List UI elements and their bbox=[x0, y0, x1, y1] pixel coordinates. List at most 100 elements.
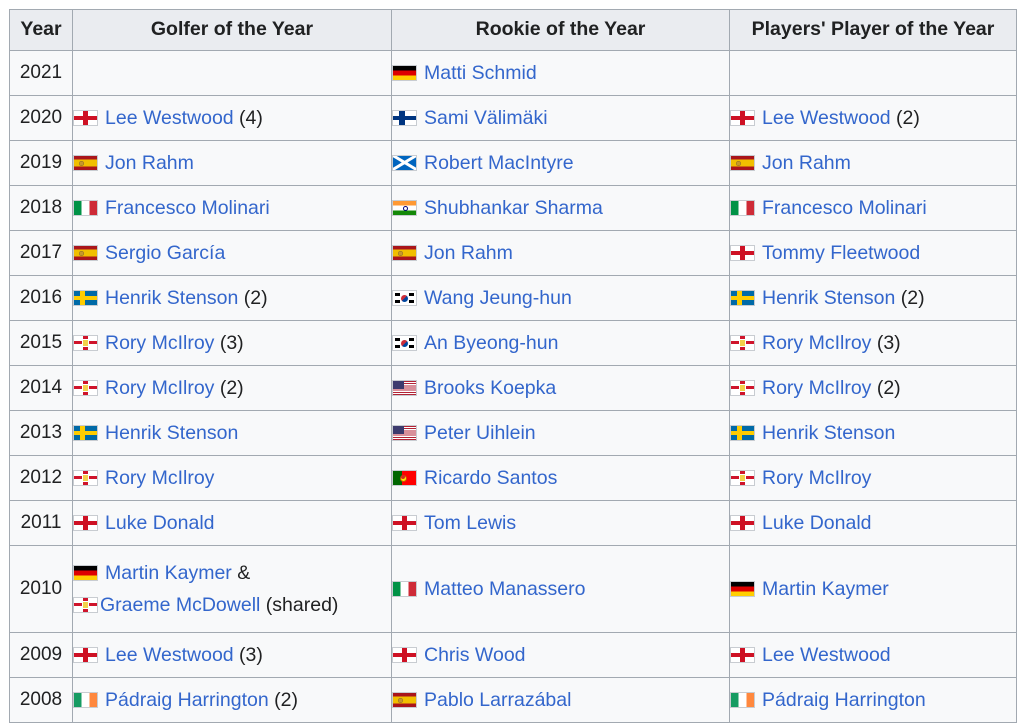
award-entry: Matteo Manassero bbox=[392, 574, 729, 604]
award-entry-text: Lee Westwood bbox=[762, 640, 891, 670]
award-entry: Rory McIlroy (2) bbox=[73, 373, 391, 403]
golfer-of-the-year-cell bbox=[72, 50, 392, 96]
player-link[interactable]: Lee Westwood bbox=[762, 106, 891, 129]
player-link[interactable]: Rory McIlroy bbox=[105, 466, 215, 489]
flag-eng-icon bbox=[730, 515, 755, 531]
award-entry: Rory McIlroy (2) bbox=[730, 373, 1016, 403]
player-link[interactable]: Ricardo Santos bbox=[424, 466, 558, 489]
header-row: Year Golfer of the Year Rookie of the Ye… bbox=[9, 9, 1017, 51]
award-entry: Shubhankar Sharma bbox=[392, 193, 729, 223]
year-cell: 2012 bbox=[9, 455, 73, 501]
award-entry: Henrik Stenson bbox=[730, 418, 1016, 448]
award-count-suffix: (2) bbox=[895, 286, 925, 309]
player-link[interactable]: Rory McIlroy bbox=[762, 466, 872, 489]
award-entry-text: An Byeong-hun bbox=[424, 328, 558, 358]
player-link[interactable]: Martin Kaymer bbox=[762, 577, 889, 600]
flag-sct-icon bbox=[392, 155, 417, 171]
golfer-of-the-year-cell: Pádraig Harrington (2) bbox=[72, 677, 392, 723]
award-entry-text: Pádraig Harrington bbox=[762, 685, 926, 715]
award-count-suffix: (4) bbox=[233, 106, 263, 129]
table-row: 2011 Luke Donald Tom Lewis Luke Donald bbox=[9, 500, 1017, 546]
year-cell: 2016 bbox=[9, 275, 73, 321]
award-count-suffix: (3) bbox=[871, 331, 901, 354]
player-link[interactable]: Tommy Fleetwood bbox=[762, 241, 921, 264]
award-entry-text: Graeme McDowell (shared) bbox=[100, 590, 338, 620]
flag-us-icon bbox=[392, 380, 417, 396]
column-header-golfer-of-the-year: Golfer of the Year bbox=[72, 9, 392, 51]
award-entry: Wang Jeung-hun bbox=[392, 283, 729, 313]
golfer-of-the-year-cell: Sergio García bbox=[72, 230, 392, 276]
table-row: 2017 Sergio García Jon Rahm Tommy Fleetwood bbox=[9, 230, 1017, 276]
flag-de-icon bbox=[392, 65, 417, 81]
player-link[interactable]: Luke Donald bbox=[762, 511, 872, 534]
table-header: Year Golfer of the Year Rookie of the Ye… bbox=[9, 9, 1017, 51]
flag-it-icon bbox=[392, 581, 417, 597]
player-link[interactable]: Wang Jeung-hun bbox=[424, 286, 572, 309]
players-player-of-the-year-cell: Tommy Fleetwood bbox=[729, 230, 1017, 276]
player-link[interactable]: Matti Schmid bbox=[424, 61, 537, 84]
player-link[interactable]: Lee Westwood bbox=[105, 643, 234, 666]
player-link[interactable]: An Byeong-hun bbox=[424, 331, 559, 354]
rookie-of-the-year-cell: Wang Jeung-hun bbox=[391, 275, 730, 321]
award-entry-text: Peter Uihlein bbox=[424, 418, 536, 448]
year-cell: 2019 bbox=[9, 140, 73, 186]
player-link[interactable]: Robert MacIntyre bbox=[424, 151, 574, 174]
award-count-suffix: (2) bbox=[238, 286, 268, 309]
award-entry-text: Pablo Larrazábal bbox=[424, 685, 571, 715]
player-link[interactable]: Sergio García bbox=[105, 241, 226, 264]
flag-eng-icon bbox=[392, 647, 417, 663]
player-link[interactable]: Tom Lewis bbox=[424, 511, 517, 534]
player-link[interactable]: Martin Kaymer bbox=[105, 562, 232, 585]
player-link[interactable]: Henrik Stenson bbox=[105, 286, 239, 309]
award-entry-text: Rory McIlroy (2) bbox=[105, 373, 244, 403]
player-link[interactable]: Francesco Molinari bbox=[762, 196, 927, 219]
player-link[interactable]: Rory McIlroy bbox=[762, 331, 872, 354]
flag-es-icon bbox=[73, 155, 98, 171]
player-link[interactable]: Brooks Koepka bbox=[424, 376, 557, 399]
player-link[interactable]: Luke Donald bbox=[105, 511, 215, 534]
player-link[interactable]: Chris Wood bbox=[424, 643, 526, 666]
player-link[interactable]: Peter Uihlein bbox=[424, 421, 536, 444]
player-link[interactable]: Pablo Larrazábal bbox=[424, 688, 572, 711]
player-link[interactable]: Shubhankar Sharma bbox=[424, 196, 603, 219]
player-link[interactable]: Pádraig Harrington bbox=[105, 688, 269, 711]
award-entry-text: Wang Jeung-hun bbox=[424, 283, 572, 313]
award-entry-text: Tommy Fleetwood bbox=[762, 238, 920, 268]
player-link[interactable]: Jon Rahm bbox=[424, 241, 513, 264]
players-player-of-the-year-cell: Rory McIlroy (2) bbox=[729, 365, 1017, 411]
table-row: 2009 Lee Westwood (3) Chris Wood Lee Westwo… bbox=[9, 632, 1017, 678]
year-cell: 2020 bbox=[9, 95, 73, 141]
player-link[interactable]: Henrik Stenson bbox=[105, 421, 239, 444]
award-entry-text: Matti Schmid bbox=[424, 58, 537, 88]
player-link[interactable]: Henrik Stenson bbox=[762, 421, 896, 444]
table-row: 2021 Matti Schmid bbox=[9, 50, 1017, 96]
table-row: 2020 Lee Westwood (4) Sami Välimäki Lee Wes… bbox=[9, 95, 1017, 141]
column-header-rookie-of-the-year: Rookie of the Year bbox=[391, 9, 730, 51]
award-entry-text: Rory McIlroy (2) bbox=[762, 373, 901, 403]
flag-in-icon bbox=[392, 200, 417, 216]
golfer-of-the-year-cell: Francesco Molinari bbox=[72, 185, 392, 231]
award-entry: Lee Westwood (2) bbox=[730, 103, 1016, 133]
flag-eng-icon bbox=[730, 647, 755, 663]
player-link[interactable]: Rory McIlroy bbox=[762, 376, 872, 399]
player-link[interactable]: Rory McIlroy bbox=[105, 331, 215, 354]
player-link[interactable]: Henrik Stenson bbox=[762, 286, 896, 309]
flag-se-icon bbox=[730, 425, 755, 441]
player-link[interactable]: Jon Rahm bbox=[762, 151, 851, 174]
award-entry: Ricardo Santos bbox=[392, 463, 729, 493]
player-link[interactable]: Jon Rahm bbox=[105, 151, 194, 174]
player-link[interactable]: Lee Westwood bbox=[105, 106, 234, 129]
year-cell: 2014 bbox=[9, 365, 73, 411]
player-link[interactable]: Lee Westwood bbox=[762, 643, 891, 666]
player-link[interactable]: Francesco Molinari bbox=[105, 196, 270, 219]
column-header-year: Year bbox=[9, 9, 73, 51]
player-link[interactable]: Graeme McDowell bbox=[100, 593, 261, 616]
table-row: 2018 Francesco Molinari Shubhankar Sharma F… bbox=[9, 185, 1017, 231]
flag-kr-icon bbox=[392, 290, 417, 306]
award-entry-text: Rory McIlroy (3) bbox=[762, 328, 901, 358]
player-link[interactable]: Matteo Manassero bbox=[424, 577, 586, 600]
player-link[interactable]: Rory McIlroy bbox=[105, 376, 215, 399]
award-entry: Luke Donald bbox=[73, 508, 391, 538]
player-link[interactable]: Sami Välimäki bbox=[424, 106, 548, 129]
player-link[interactable]: Pádraig Harrington bbox=[762, 688, 926, 711]
